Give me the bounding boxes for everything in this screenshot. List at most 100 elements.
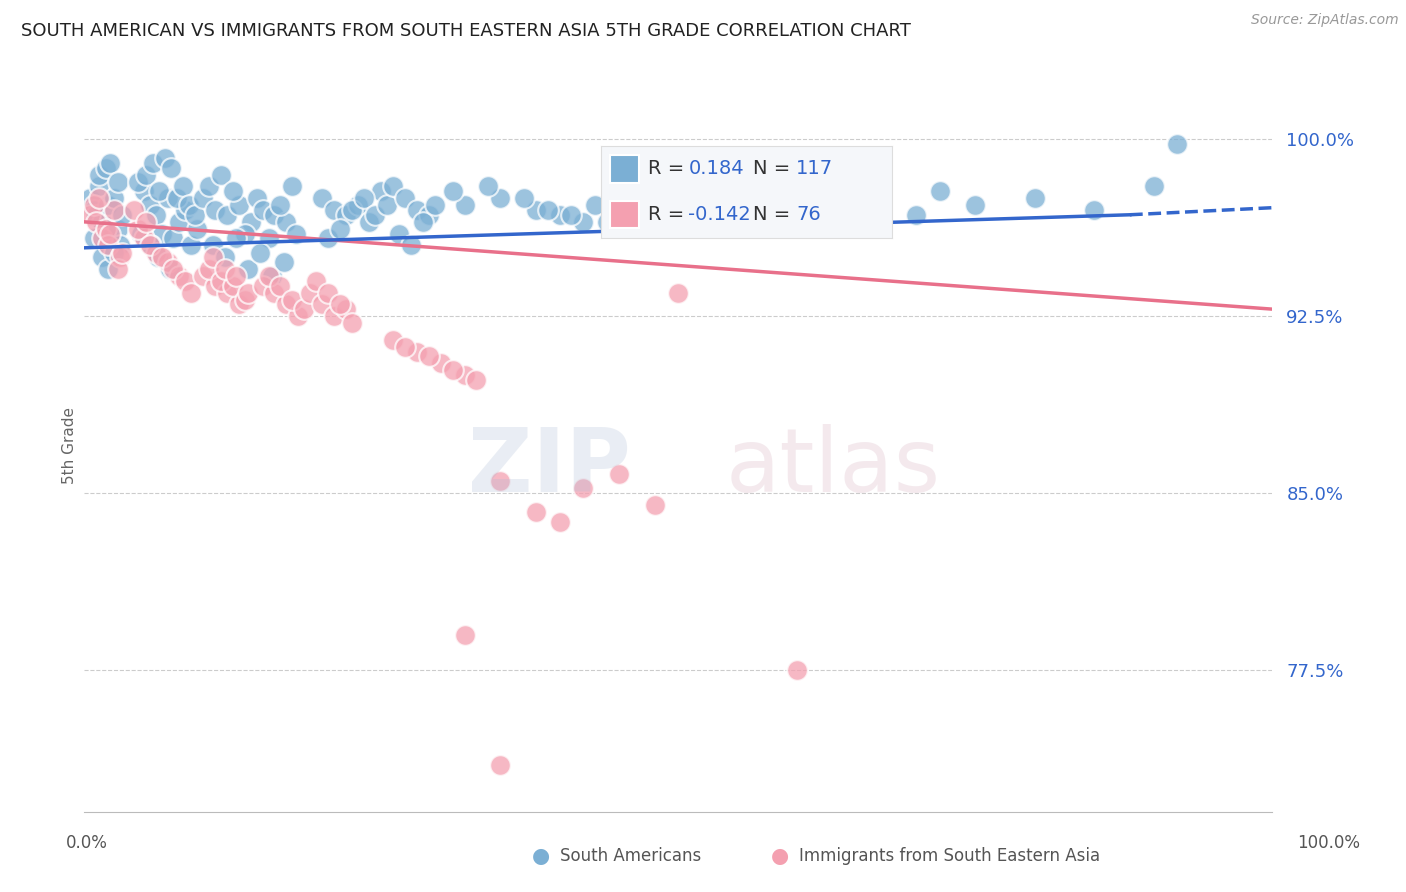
Text: 0.184: 0.184 <box>689 160 744 178</box>
Point <box>127 222 149 236</box>
Point <box>548 515 571 529</box>
Point <box>423 198 446 212</box>
Text: -0.142: -0.142 <box>689 205 751 224</box>
Point <box>103 202 125 217</box>
Point <box>316 285 339 300</box>
Point <box>596 215 619 229</box>
Point <box>238 262 260 277</box>
Point <box>91 215 114 229</box>
Point <box>269 278 291 293</box>
Point <box>513 191 536 205</box>
Point <box>228 198 250 212</box>
Text: 100.0%: 100.0% <box>1298 834 1360 852</box>
Point <box>214 262 236 277</box>
Point <box>292 302 315 317</box>
Text: N =: N = <box>752 205 796 224</box>
Point <box>311 297 333 311</box>
Point <box>572 215 595 229</box>
Point <box>311 191 333 205</box>
Point <box>91 250 114 264</box>
Point <box>201 238 224 252</box>
Point <box>138 198 160 212</box>
Point <box>489 757 512 772</box>
Point <box>83 231 105 245</box>
Y-axis label: 5th Grade: 5th Grade <box>62 408 77 484</box>
Point <box>322 310 344 324</box>
Text: SOUTH AMERICAN VS IMMIGRANTS FROM SOUTH EASTERN ASIA 5TH GRADE CORRELATION CHART: SOUTH AMERICAN VS IMMIGRANTS FROM SOUTH … <box>21 22 911 40</box>
Point <box>150 227 173 241</box>
Point <box>87 191 110 205</box>
Point <box>453 628 475 642</box>
Point <box>111 245 134 260</box>
Point <box>100 156 122 170</box>
Point <box>399 238 422 252</box>
Point <box>418 208 440 222</box>
Point <box>215 208 238 222</box>
Point <box>269 198 291 212</box>
Point <box>159 262 181 277</box>
Point <box>406 202 429 217</box>
Point <box>87 179 110 194</box>
Point <box>246 191 269 205</box>
Point <box>100 227 122 241</box>
Point <box>84 208 107 222</box>
Bar <box>610 155 638 183</box>
Point <box>87 168 110 182</box>
Point <box>103 191 125 205</box>
Point <box>233 293 256 307</box>
Point <box>560 208 582 222</box>
Point <box>198 262 221 277</box>
Point <box>644 498 666 512</box>
Text: atlas: atlas <box>725 425 941 511</box>
Point <box>107 262 129 277</box>
Point <box>174 274 197 288</box>
Point <box>375 198 398 212</box>
Bar <box>610 201 638 228</box>
Point <box>340 202 363 217</box>
Point <box>84 215 107 229</box>
Point <box>299 285 322 300</box>
Point <box>94 222 117 236</box>
Text: Source: ZipAtlas.com: Source: ZipAtlas.com <box>1251 13 1399 28</box>
Point <box>928 184 950 198</box>
Point <box>276 215 298 229</box>
Text: ZIP: ZIP <box>468 425 631 511</box>
Point <box>263 285 285 300</box>
Point <box>180 285 202 300</box>
Point <box>1166 136 1188 151</box>
Point <box>145 208 167 222</box>
Point <box>225 269 247 284</box>
Point <box>477 179 499 194</box>
Point <box>406 344 429 359</box>
Point <box>329 297 352 311</box>
Point <box>94 161 117 175</box>
Point <box>127 175 149 189</box>
Point <box>146 250 169 264</box>
Point <box>169 269 191 284</box>
Point <box>1143 179 1166 194</box>
Text: 76: 76 <box>796 205 821 224</box>
Point <box>668 208 690 222</box>
Point <box>111 208 134 222</box>
Point <box>263 208 285 222</box>
Point <box>257 231 280 245</box>
Point <box>238 285 260 300</box>
Point <box>965 198 987 212</box>
Point <box>156 255 179 269</box>
Text: ●: ● <box>772 847 789 866</box>
Point <box>353 191 375 205</box>
Point <box>239 215 262 229</box>
Point <box>430 356 453 370</box>
Point <box>97 198 120 212</box>
Point <box>1083 202 1105 217</box>
Point <box>668 285 690 300</box>
Point <box>329 222 352 236</box>
Point <box>145 245 167 260</box>
Point <box>727 191 749 205</box>
Point <box>198 179 221 194</box>
Point <box>583 198 606 212</box>
Point <box>346 198 368 212</box>
Point <box>441 184 464 198</box>
Point <box>340 316 363 330</box>
Point <box>94 227 117 241</box>
